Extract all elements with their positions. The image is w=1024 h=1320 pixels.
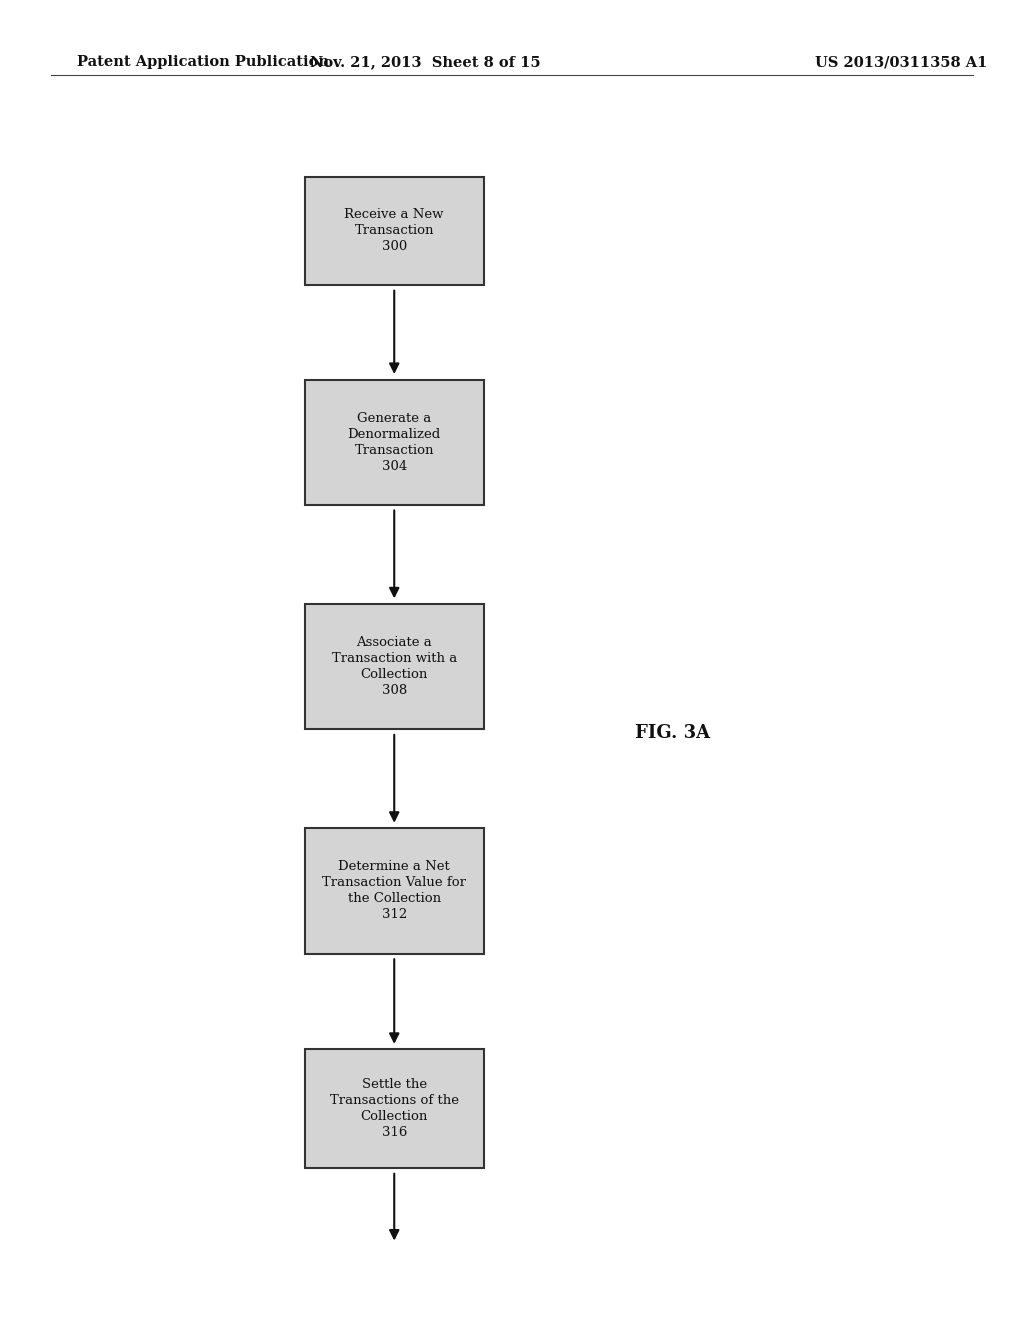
FancyBboxPatch shape bbox=[305, 829, 483, 953]
Text: Receive a New
Transaction
300: Receive a New Transaction 300 bbox=[344, 209, 444, 253]
FancyBboxPatch shape bbox=[305, 1049, 483, 1168]
Text: FIG. 3A: FIG. 3A bbox=[635, 723, 710, 742]
FancyBboxPatch shape bbox=[305, 605, 483, 729]
FancyBboxPatch shape bbox=[305, 177, 483, 285]
Text: Patent Application Publication: Patent Application Publication bbox=[77, 55, 329, 69]
Text: Settle the
Transactions of the
Collection
316: Settle the Transactions of the Collectio… bbox=[330, 1078, 459, 1139]
Text: Determine a Net
Transaction Value for
the Collection
312: Determine a Net Transaction Value for th… bbox=[323, 861, 466, 921]
Text: Nov. 21, 2013  Sheet 8 of 15: Nov. 21, 2013 Sheet 8 of 15 bbox=[309, 55, 541, 69]
FancyBboxPatch shape bbox=[305, 380, 483, 504]
Text: Associate a
Transaction with a
Collection
308: Associate a Transaction with a Collectio… bbox=[332, 636, 457, 697]
Text: Generate a
Denormalized
Transaction
304: Generate a Denormalized Transaction 304 bbox=[347, 412, 441, 473]
Text: US 2013/0311358 A1: US 2013/0311358 A1 bbox=[815, 55, 987, 69]
